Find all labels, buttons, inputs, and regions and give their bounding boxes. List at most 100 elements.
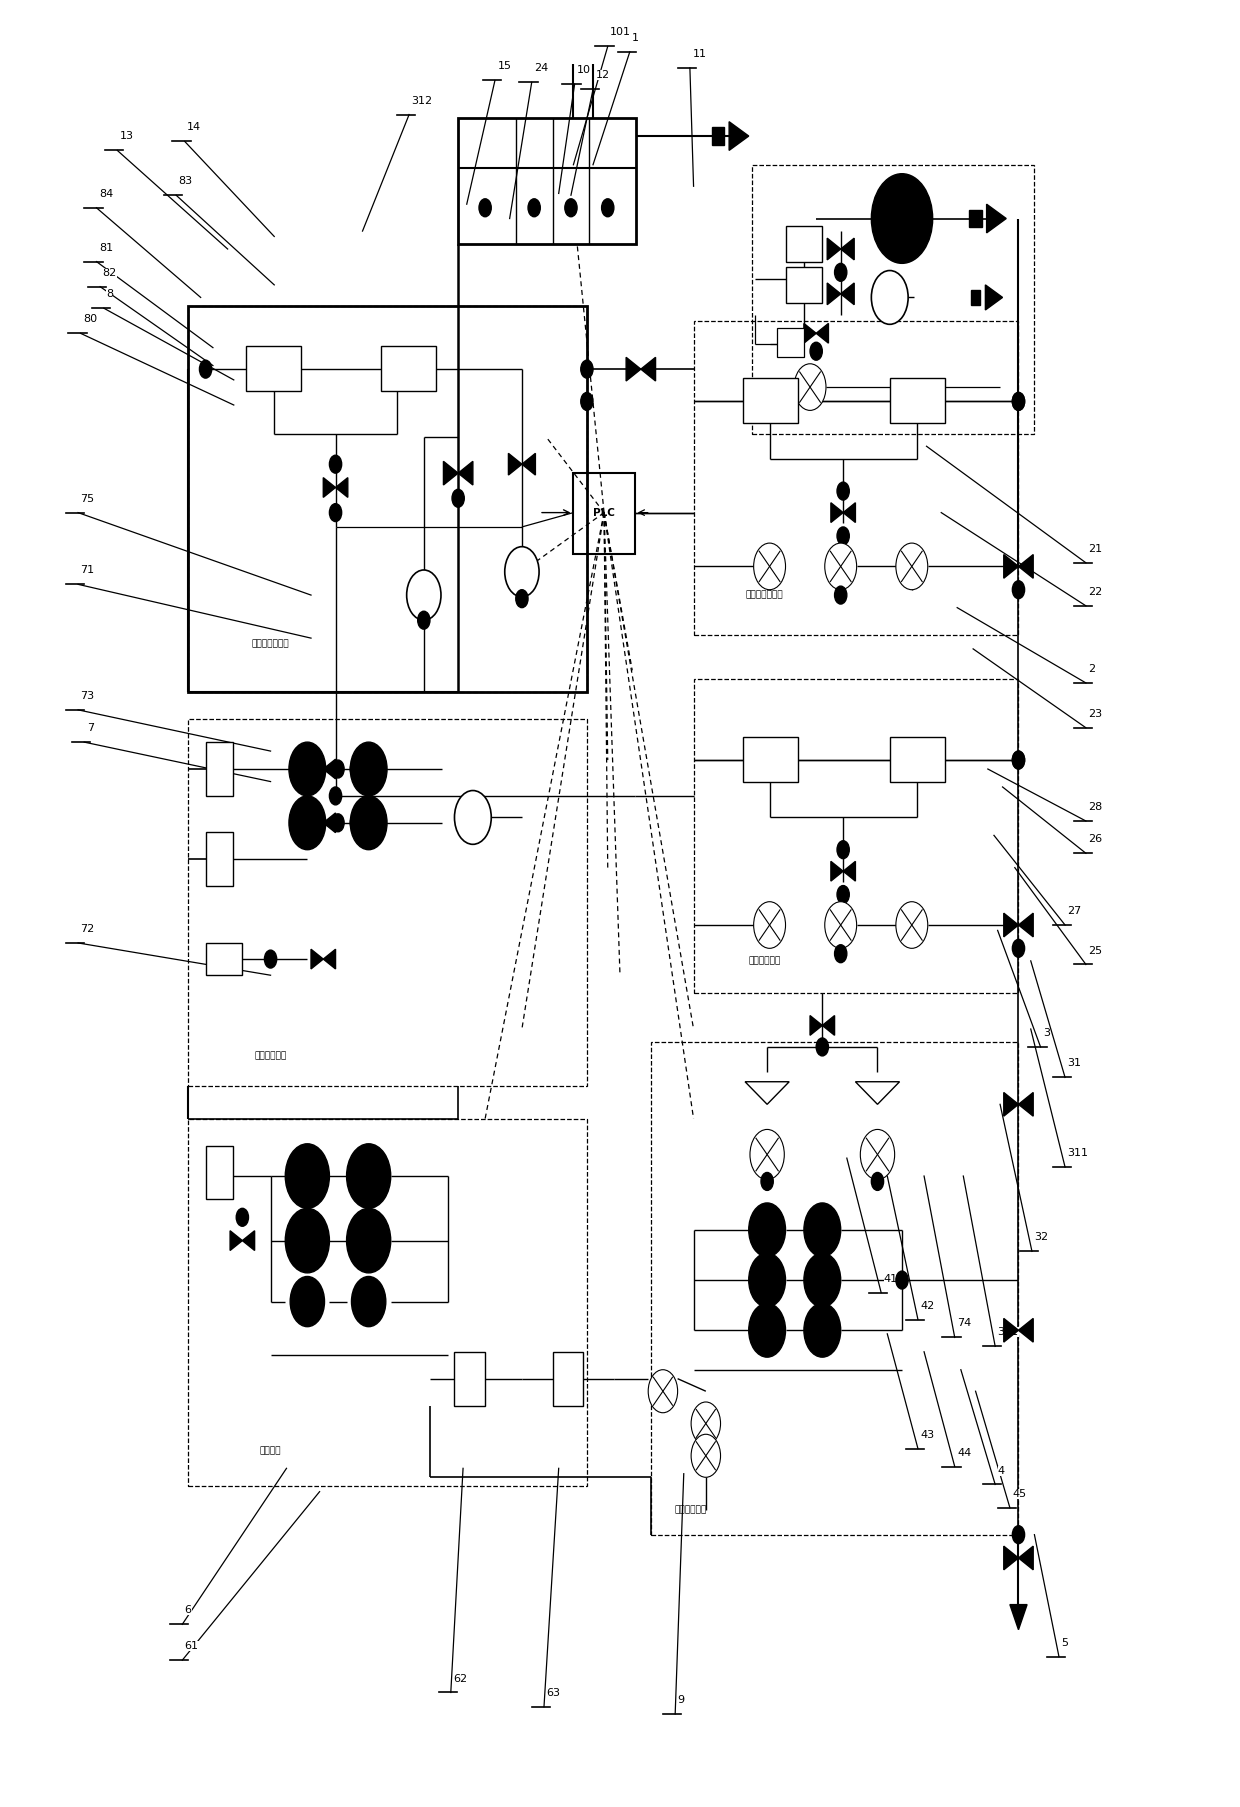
Circle shape xyxy=(895,1270,908,1288)
Circle shape xyxy=(565,199,577,217)
Circle shape xyxy=(895,902,928,949)
Bar xyxy=(206,943,242,976)
Polygon shape xyxy=(1009,1605,1027,1630)
Polygon shape xyxy=(841,284,854,305)
Text: 31: 31 xyxy=(1068,1059,1081,1068)
Circle shape xyxy=(350,795,387,849)
Text: 62: 62 xyxy=(454,1673,467,1684)
Polygon shape xyxy=(831,862,843,882)
Text: 4: 4 xyxy=(998,1465,1004,1476)
Polygon shape xyxy=(626,358,641,381)
Circle shape xyxy=(804,1303,841,1357)
Circle shape xyxy=(837,885,849,904)
Circle shape xyxy=(346,1209,391,1272)
Polygon shape xyxy=(856,1082,899,1104)
Polygon shape xyxy=(1003,913,1018,936)
Text: 发生装置: 发生装置 xyxy=(260,1446,281,1455)
Circle shape xyxy=(350,743,387,795)
Circle shape xyxy=(601,199,614,217)
Circle shape xyxy=(691,1402,720,1446)
Bar xyxy=(206,831,233,885)
Text: 26: 26 xyxy=(1089,835,1102,844)
Circle shape xyxy=(1012,1525,1024,1543)
Circle shape xyxy=(691,1435,720,1478)
Bar xyxy=(553,1352,583,1406)
Circle shape xyxy=(516,589,528,607)
Text: 15: 15 xyxy=(497,61,511,72)
Polygon shape xyxy=(804,323,816,343)
Polygon shape xyxy=(843,862,856,882)
Circle shape xyxy=(761,1173,774,1191)
Text: 61: 61 xyxy=(185,1641,198,1652)
Text: 7: 7 xyxy=(87,723,94,734)
Circle shape xyxy=(479,199,491,217)
Circle shape xyxy=(350,813,362,831)
Polygon shape xyxy=(444,461,458,484)
Circle shape xyxy=(346,1144,391,1209)
Circle shape xyxy=(330,455,342,473)
Circle shape xyxy=(754,902,785,949)
Bar xyxy=(693,320,1018,634)
Polygon shape xyxy=(987,204,1006,233)
Text: 45: 45 xyxy=(1012,1489,1027,1498)
Circle shape xyxy=(407,569,441,620)
Polygon shape xyxy=(311,949,324,969)
Text: 25: 25 xyxy=(1089,945,1102,956)
Text: 42: 42 xyxy=(920,1301,935,1310)
Bar xyxy=(890,737,945,782)
Polygon shape xyxy=(311,813,324,833)
Circle shape xyxy=(289,795,326,849)
Polygon shape xyxy=(641,358,656,381)
Circle shape xyxy=(749,1303,785,1357)
Bar xyxy=(206,1146,233,1200)
Circle shape xyxy=(837,840,849,858)
Bar xyxy=(188,307,587,692)
Bar xyxy=(777,327,804,356)
Circle shape xyxy=(754,544,785,589)
Circle shape xyxy=(750,1129,784,1180)
Polygon shape xyxy=(1018,1319,1033,1343)
Bar xyxy=(246,345,301,390)
Circle shape xyxy=(350,761,362,779)
Text: 101: 101 xyxy=(610,27,631,38)
Bar xyxy=(743,737,797,782)
Circle shape xyxy=(825,544,857,589)
Polygon shape xyxy=(458,461,472,484)
Circle shape xyxy=(837,528,849,546)
Bar xyxy=(890,378,945,423)
Circle shape xyxy=(794,363,826,410)
Circle shape xyxy=(872,271,908,323)
Polygon shape xyxy=(324,477,336,497)
Text: 24: 24 xyxy=(534,63,548,74)
Circle shape xyxy=(289,743,326,795)
Polygon shape xyxy=(827,284,841,305)
Circle shape xyxy=(872,173,932,264)
Circle shape xyxy=(1012,752,1024,770)
Text: 制氢串联装置: 制氢串联装置 xyxy=(254,1052,286,1061)
Text: 23: 23 xyxy=(1089,708,1102,719)
Circle shape xyxy=(804,1254,841,1306)
Text: 13: 13 xyxy=(120,132,134,141)
Circle shape xyxy=(332,761,345,779)
Text: 情型调节装置: 情型调节装置 xyxy=(749,956,781,965)
Circle shape xyxy=(1012,580,1024,598)
Text: 75: 75 xyxy=(81,493,94,504)
Circle shape xyxy=(285,1209,330,1272)
Bar xyxy=(693,679,1018,994)
Circle shape xyxy=(816,1037,828,1055)
Polygon shape xyxy=(729,121,749,150)
Bar xyxy=(712,126,724,145)
Polygon shape xyxy=(822,1016,835,1035)
Polygon shape xyxy=(231,1231,242,1250)
Polygon shape xyxy=(1018,555,1033,578)
Circle shape xyxy=(285,1144,330,1209)
Circle shape xyxy=(453,490,464,508)
Circle shape xyxy=(1012,752,1024,770)
Bar xyxy=(455,1352,485,1406)
Text: 28: 28 xyxy=(1089,802,1102,811)
Circle shape xyxy=(895,544,928,589)
Polygon shape xyxy=(522,454,536,475)
Text: 43: 43 xyxy=(920,1429,935,1440)
Polygon shape xyxy=(324,759,336,779)
Circle shape xyxy=(825,902,857,949)
